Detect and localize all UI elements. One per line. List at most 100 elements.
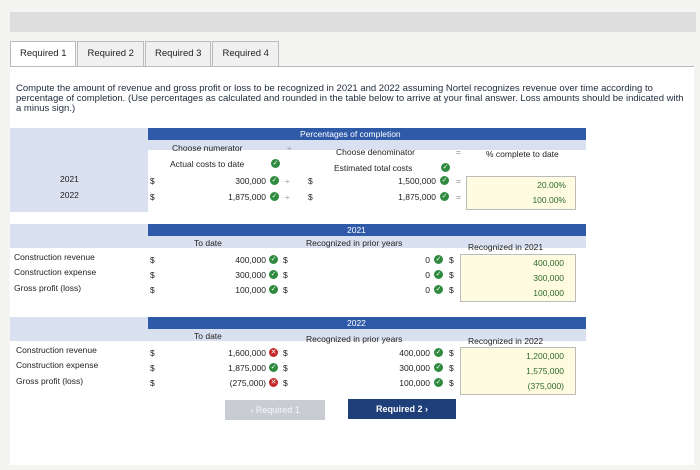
profit-2021-value: 100,000 [533, 288, 564, 298]
check-icon: ✓ [434, 270, 443, 279]
profit-2022-value: (375,000) [527, 381, 564, 391]
currency-sign: $ [449, 255, 454, 265]
to-date-header: To date [194, 331, 222, 341]
currency-sign: $ [150, 348, 155, 358]
div-sign-header: ÷ [287, 143, 292, 153]
denominator-label: Choose denominator [336, 147, 415, 157]
currency-sign: $ [449, 348, 454, 358]
currency-sign: $ [283, 363, 288, 373]
tab-required-2[interactable]: Required 2 [77, 41, 144, 66]
expense-2022-value: 1,575,000 [526, 366, 564, 376]
denominator-select[interactable]: Estimated total costs [334, 163, 413, 173]
cross-icon: ✕ [269, 378, 278, 387]
revenue-to-date-input[interactable]: 1,600,000 [228, 348, 266, 358]
div-sign: ÷ [285, 192, 290, 202]
numerator-select[interactable]: Actual costs to date [170, 159, 245, 169]
expense-to-date-input[interactable]: 300,000 [235, 270, 266, 280]
expense-prior-input[interactable]: 0 [425, 270, 430, 280]
next-button-label: Required 2 [375, 404, 423, 414]
gross-profit-label: Gross profit (loss) [14, 283, 82, 293]
eq-sign-header: = [456, 147, 461, 157]
check-icon: ✓ [434, 378, 443, 387]
numerator-label: Choose numerator [172, 143, 243, 153]
expense-2021-value: 300,000 [533, 273, 564, 283]
prev-button[interactable]: ‹ Required 1 [225, 400, 325, 420]
construction-revenue-label: Construction revenue [14, 252, 95, 262]
denominator-2022-input[interactable]: 1,875,000 [398, 192, 436, 202]
check-icon: ✓ [270, 176, 279, 185]
tab-required-4[interactable]: Required 4 [212, 41, 279, 66]
chevron-right-icon: › [422, 404, 428, 414]
construction-revenue-label: Construction revenue [16, 345, 97, 355]
currency-sign: $ [283, 378, 288, 388]
eq-sign: = [456, 176, 461, 186]
check-icon: ✓ [440, 192, 449, 201]
expense-to-date-input[interactable]: 1,875,000 [228, 363, 266, 373]
currency-sign: $ [150, 192, 155, 202]
currency-sign: $ [449, 378, 454, 388]
currency-sign: $ [150, 176, 155, 186]
pct-2021-value: 20.00% [537, 180, 566, 190]
check-icon: ✓ [434, 255, 443, 264]
revenue-2021-value: 400,000 [533, 258, 564, 268]
numerator-2021-input[interactable]: 300,000 [235, 176, 266, 186]
tab-required-3[interactable]: Required 3 [144, 41, 212, 66]
currency-sign: $ [449, 363, 454, 373]
numerator-2022-input[interactable]: 1,875,000 [228, 192, 266, 202]
revenue-prior-input[interactable]: 0 [425, 255, 430, 265]
pct-header-band [148, 128, 586, 140]
construction-expense-label: Construction expense [16, 360, 99, 370]
year-2021-header: 2021 [347, 225, 366, 235]
check-icon: ✓ [434, 285, 443, 294]
gross-profit-label: Gross profit (loss) [16, 376, 84, 386]
currency-sign: $ [308, 176, 313, 186]
currency-sign: $ [449, 270, 454, 280]
profit-prior-input[interactable]: 100,000 [399, 378, 430, 388]
eq-sign: = [456, 192, 461, 202]
expense-prior-input[interactable]: 300,000 [399, 363, 430, 373]
pct-header: Percentages of completion [300, 129, 401, 139]
prior-years-header: Recognized in prior years [306, 334, 403, 344]
year-2022-label: 2022 [60, 190, 79, 200]
profit-to-date-input[interactable]: (275,000) [229, 378, 266, 388]
cross-icon: ✕ [269, 348, 278, 357]
check-icon: ✓ [269, 363, 278, 372]
check-icon: ✓ [434, 348, 443, 357]
tab-required-1[interactable]: Required 1 [10, 41, 77, 66]
check-icon: ✓ [271, 159, 280, 168]
currency-sign: $ [150, 270, 155, 280]
currency-sign: $ [283, 285, 288, 295]
profit-to-date-input[interactable]: 100,000 [235, 285, 266, 295]
instructions-text: Compute the amount of revenue and gross … [16, 83, 684, 114]
recognized-2022-header: Recognized in 2022 [468, 336, 544, 346]
profit-prior-input[interactable]: 0 [425, 285, 430, 295]
currency-sign: $ [283, 255, 288, 265]
check-icon: ✓ [441, 163, 450, 172]
currency-sign: $ [150, 285, 155, 295]
top-bar [10, 12, 696, 32]
denominator-2021-input[interactable]: 1,500,000 [398, 176, 436, 186]
year-2022-header: 2022 [347, 318, 366, 328]
currency-sign: $ [449, 285, 454, 295]
prior-years-header: Recognized in prior years [306, 238, 403, 248]
prev-button-label: Required 1 [255, 405, 300, 415]
currency-sign: $ [150, 255, 155, 265]
construction-expense-label: Construction expense [14, 267, 97, 277]
recognized-2021-header: Recognized in 2021 [468, 242, 544, 252]
year-2021-label: 2021 [60, 174, 79, 184]
revenue-prior-input[interactable]: 400,000 [399, 348, 430, 358]
revenue-2022-value: 1,200,000 [526, 351, 564, 361]
pct-2022-value: 100.00% [532, 195, 566, 205]
check-icon: ✓ [434, 363, 443, 372]
currency-sign: $ [283, 348, 288, 358]
currency-sign: $ [308, 192, 313, 202]
currency-sign: $ [283, 270, 288, 280]
chevron-left-icon: ‹ [250, 405, 256, 415]
currency-sign: $ [150, 378, 155, 388]
currency-sign: $ [150, 363, 155, 373]
revenue-to-date-input[interactable]: 400,000 [235, 255, 266, 265]
next-button[interactable]: Required 2 › [348, 399, 456, 419]
to-date-header: To date [194, 238, 222, 248]
check-icon: ✓ [270, 192, 279, 201]
tab-bar: Required 1 Required 2 Required 3 Require… [10, 41, 280, 67]
